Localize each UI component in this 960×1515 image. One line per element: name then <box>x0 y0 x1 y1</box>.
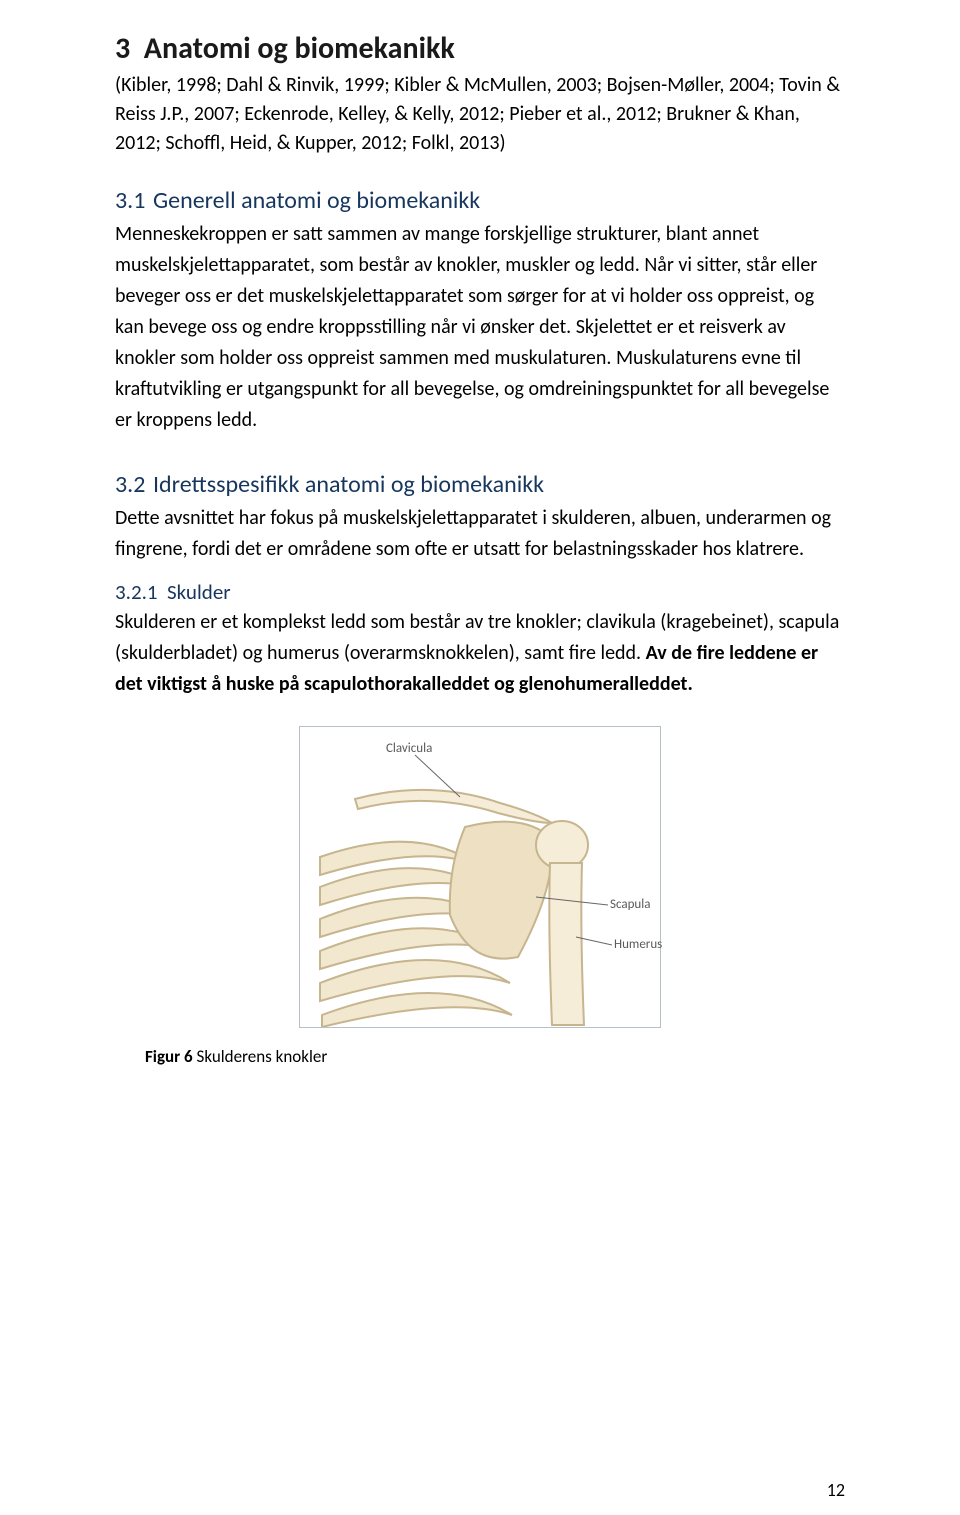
figure-6-caption-prefix: Figur 6 <box>145 1046 193 1067</box>
section-3-2-1-title: Skulder <box>167 579 231 605</box>
section-3-2-number: 3.2 <box>115 470 153 499</box>
section-3-number: 3 <box>115 30 130 67</box>
figure-6-caption: Figur 6 Skulderens knokler <box>145 1046 845 1067</box>
section-3-references: (Kibler, 1998; Dahl & Rinvik, 1999; Kibl… <box>115 71 845 158</box>
figure-6-wrap: Clavicula Scapula Humerus Figur 6 Skulde… <box>115 726 845 1067</box>
section-3-2-1-body: Skulderen er et komplekst ledd som bestå… <box>115 607 845 700</box>
section-3-1-body: Menneskekroppen er satt sammen av mange … <box>115 219 845 436</box>
figure-6-caption-text: Skulderens knokler <box>193 1046 328 1067</box>
figure-label-humerus: Humerus <box>614 937 662 952</box>
section-3-2-body: Dette avsnittet har fokus på muskelskjel… <box>115 503 845 565</box>
section-3-heading: 3 Anatomi og biomekanikk <box>115 30 845 67</box>
figure-6-shoulder-bones: Clavicula Scapula Humerus <box>299 726 661 1028</box>
section-3-1-number: 3.1 <box>115 186 153 215</box>
section-3-title: Anatomi og biomekanikk <box>144 30 455 67</box>
section-3-2-heading: 3.2Idrettsspesifikk anatomi og biomekani… <box>115 470 845 499</box>
section-3-2-1-number: 3.2.1 <box>115 579 167 605</box>
section-3-2-1-heading: 3.2.1Skulder <box>115 579 845 605</box>
page-number: 12 <box>827 1479 845 1501</box>
section-3-2-title: Idrettsspesifikk anatomi og biomekanikk <box>153 470 544 499</box>
section-3-1-title: Generell anatomi og biomekanikk <box>153 186 480 215</box>
shoulder-anatomy-svg <box>300 727 660 1027</box>
section-3-1-heading: 3.1Generell anatomi og biomekanikk <box>115 186 845 215</box>
document-page: 3 Anatomi og biomekanikk (Kibler, 1998; … <box>0 0 960 1515</box>
figure-label-scapula: Scapula <box>610 897 650 912</box>
figure-label-clavicula: Clavicula <box>386 741 432 756</box>
